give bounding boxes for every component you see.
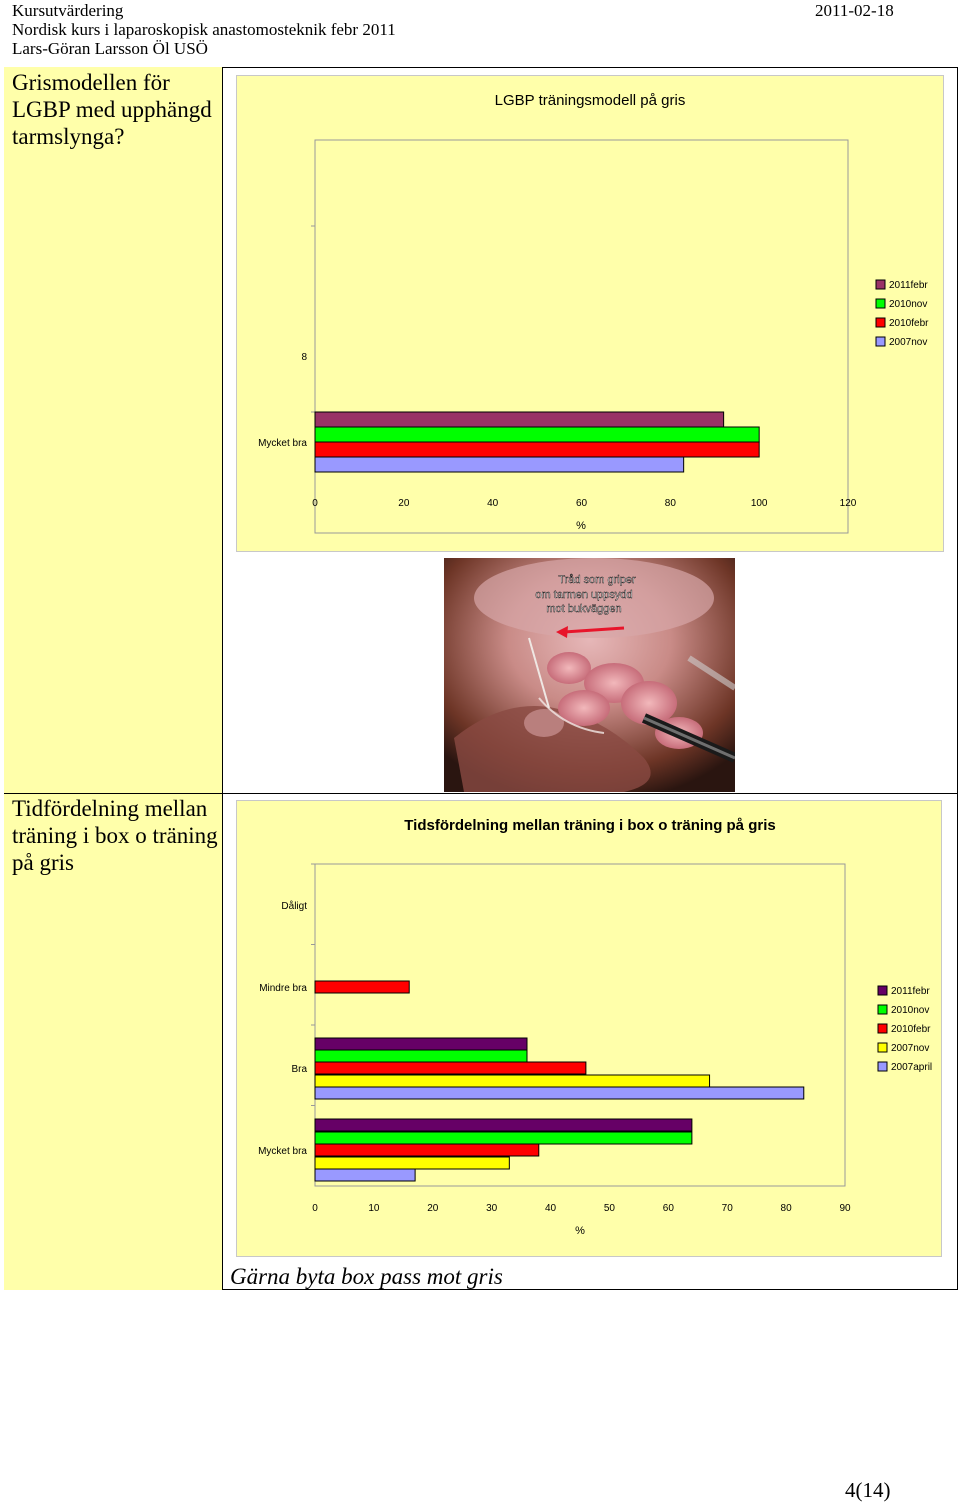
chart-1-legend-entry: 2010nov: [889, 299, 927, 310]
chart-2-bar-2007april: [314, 1086, 805, 1100]
photo-annotation-line-2: om tarmen uppsydd: [535, 589, 632, 601]
photo-annotation-line-3: mot bukväggen: [546, 603, 621, 615]
chart-1-legend-entry: 2011febr: [889, 280, 928, 291]
chart-1-x-tick-label: 40: [487, 498, 499, 509]
chart-2-category-label: Mycket bra: [258, 1146, 307, 1157]
photo-annotation-line-1: Tråd som griper: [558, 574, 636, 586]
header-date: 2011-02-18: [815, 1, 894, 20]
chart-1-title: LGBP träningsmodell på gris: [495, 92, 686, 109]
chart-2-bar-2010nov: [314, 1131, 693, 1145]
chart-2-x-tick-label: 80: [781, 1203, 793, 1214]
chart-2-title: Tidsfördelning mellan träning i box o tr…: [404, 817, 775, 834]
chart-2-bar-2010nov: [314, 1049, 528, 1063]
chart-1-x-tick-label: 100: [751, 498, 768, 509]
chart-2-legend-entry: 2007april: [891, 1062, 932, 1073]
chart-1-legend-swatch: [875, 317, 886, 328]
chart-1-xlabel: %: [576, 520, 586, 532]
chart-2-legend-swatch: [877, 1042, 888, 1053]
chart-1-bar-2010nov: [314, 426, 760, 443]
chart-2-xlabel: %: [575, 1225, 585, 1237]
chart-2-x-tick-label: 10: [368, 1203, 380, 1214]
chart-2-bar-2010febr: [314, 1061, 587, 1075]
chart-2-category-label: Bra: [291, 1064, 307, 1075]
chart-2-legend-swatch: [877, 1061, 888, 1072]
chart-2-legend-swatch: [877, 985, 888, 996]
chart-1-x-tick-label: 80: [665, 498, 677, 509]
page-number: 4(14): [845, 1478, 891, 1502]
chart-1-legend-swatch: [875, 279, 886, 290]
chart-2-legend-swatch: [877, 1004, 888, 1015]
chart-2-bar-2011febr: [314, 1037, 528, 1051]
chart-2-legend-entry: 2010nov: [891, 1005, 929, 1016]
chart-2-x-tick-label: 50: [604, 1203, 616, 1214]
chart-1-x-tick-label: 60: [576, 498, 588, 509]
laparoscopy-photo: Tråd som griper om tarmen uppsydd mot bu…: [444, 558, 735, 792]
chart-1-category-label: Mycket bra: [258, 438, 307, 449]
chart-1-bar-2007nov: [314, 456, 685, 473]
chart-1-panel: LGBP träningsmodell på gris 0 20 40 60 80 100…: [236, 75, 944, 552]
photo-caption: Gärna byta box pass mot gris: [230, 1264, 503, 1289]
chart-1-x-tick-label: 20: [398, 498, 410, 509]
chart-1-x-tick-label: 120: [840, 498, 857, 509]
chart-2-bar-2007nov: [314, 1156, 510, 1170]
chart-2-x-tick-label: 30: [486, 1203, 498, 1214]
chart-2-bar-2010febr: [314, 980, 410, 994]
header-author: Lars-Göran Larsson Öl USÖ: [12, 39, 208, 58]
chart-2-category-label: Mindre bra: [259, 983, 307, 994]
laparoscopy-image: Tråd som griper om tarmen uppsydd mot bu…: [444, 558, 735, 792]
chart-2-legend: 2011febr 2010nov 2010febr 2007nov 2007april: [877, 985, 932, 1073]
chart-1-legend-entry: 2007nov: [889, 337, 927, 348]
chart-2-x-tick-label: 70: [722, 1203, 734, 1214]
course-title: Kursutvärdering: [12, 1, 124, 20]
chart-2-bar-2007april: [314, 1168, 416, 1182]
chart-2-panel: Tidsfördelning mellan träning i box o tr…: [236, 800, 942, 1257]
chart-1-plot-area: [314, 139, 849, 534]
chart-2-category-label: Dåligt: [281, 900, 307, 912]
question-column: [4, 67, 223, 1290]
chart-1-legend-swatch: [875, 298, 886, 309]
chart-2-legend-swatch: [877, 1023, 888, 1034]
chart-1-legend: 2011febr 2010nov 2010febr 2007nov: [875, 279, 929, 348]
chart-2-legend-entry: 2010febr: [891, 1024, 931, 1035]
question-1-label: Grismodellen för LGBP med upphängd tarms…: [12, 70, 212, 149]
question-2-label: Tidfördelning mellan träning i box o trä…: [12, 796, 218, 875]
course-subtitle: Nordisk kurs i laparoskopisk anastomoste…: [12, 20, 396, 39]
chart-2-x-tick-label: 60: [663, 1203, 675, 1214]
row-divider: [4, 793, 958, 794]
chart-1-bar-2011febr: [314, 411, 725, 428]
chart-1-x-tick-label: 0: [312, 498, 318, 509]
chart-1: LGBP träningsmodell på gris 0 20 40 60 80 100…: [258, 92, 929, 534]
chart-2: Tidsfördelning mellan träning i box o tr…: [258, 817, 932, 1237]
chart-2-bar-2010febr: [314, 1143, 540, 1157]
chart-2-legend-entry: 2011febr: [891, 986, 930, 997]
chart-1-legend-entry: 2010febr: [889, 318, 929, 329]
chart-2-x-tick-label: 40: [545, 1203, 557, 1214]
chart-1-legend-swatch: [875, 336, 886, 347]
chart-2-x-tick-label: 90: [839, 1203, 851, 1214]
chart-2-legend-entry: 2007nov: [891, 1043, 929, 1054]
chart-2-x-tick-label: 0: [312, 1203, 318, 1214]
chart-2-bar-2011febr: [314, 1118, 693, 1132]
chart-2-x-tick-label: 20: [427, 1203, 439, 1214]
chart-1-category-label: 8: [301, 352, 307, 363]
chart-1-bar-2010febr: [314, 441, 760, 458]
chart-2-bar-2007nov: [314, 1074, 711, 1088]
